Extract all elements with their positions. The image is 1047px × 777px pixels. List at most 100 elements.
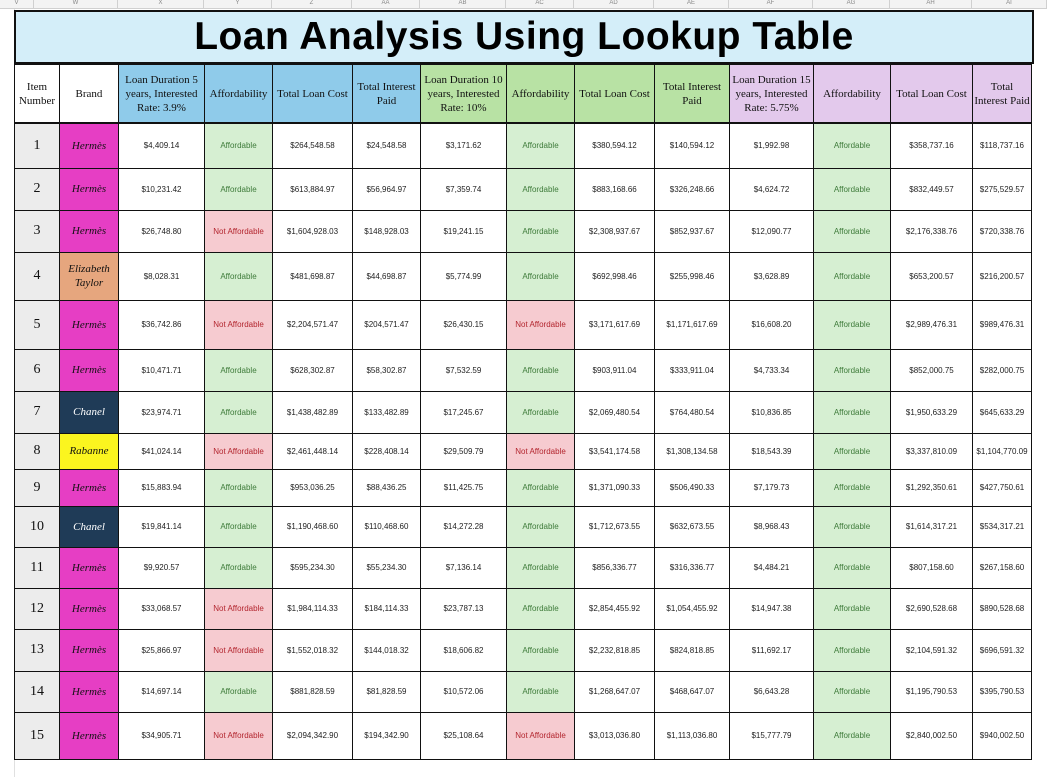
cell-monthly-payment-5yr[interactable]: $23,974.71 xyxy=(118,390,205,434)
cell-total-interest-15yr[interactable]: $275,529.57 xyxy=(972,167,1032,211)
cell-monthly-payment-15yr[interactable]: $4,733.34 xyxy=(729,348,814,392)
cell-brand[interactable]: Hermès xyxy=(59,587,119,630)
column-header-ac[interactable]: AC xyxy=(506,0,574,8)
cell-brand[interactable]: Hermès xyxy=(59,299,119,350)
cell-monthly-payment-10yr[interactable]: $5,774.99 xyxy=(420,251,507,301)
cell-total-interest-10yr[interactable]: $316,336.77 xyxy=(654,546,730,589)
cell-brand[interactable]: Hermès xyxy=(59,348,119,392)
cell-monthly-payment-10yr[interactable]: $10,572.06 xyxy=(420,670,507,713)
cell-affordability-5yr[interactable]: Affordable xyxy=(204,167,273,211)
cell-total-interest-15yr[interactable]: $696,591.32 xyxy=(972,628,1032,672)
cell-brand[interactable]: Hermès xyxy=(59,209,119,253)
header-total-cost-10yr[interactable]: Total Loan Cost xyxy=(574,64,655,124)
cell-total-interest-5yr[interactable]: $55,234.30 xyxy=(352,546,421,589)
cell-brand[interactable]: Hermès xyxy=(59,122,119,169)
cell-brand[interactable]: Rabanne xyxy=(59,432,119,470)
header-duration-10yr[interactable]: Loan Duration 10 years, Interested Rate:… xyxy=(420,64,507,124)
cell-item-number[interactable]: 10 xyxy=(14,505,60,548)
cell-affordability-10yr[interactable]: Not Affordable xyxy=(506,711,575,760)
cell-total-cost-15yr[interactable]: $852,000.75 xyxy=(890,348,973,392)
cell-item-number[interactable]: 1 xyxy=(14,122,60,169)
cell-total-interest-10yr[interactable]: $632,673.55 xyxy=(654,505,730,548)
cell-total-interest-5yr[interactable]: $24,548.58 xyxy=(352,122,421,169)
cell-total-cost-15yr[interactable]: $2,989,476.31 xyxy=(890,299,973,350)
cell-affordability-5yr[interactable]: Not Affordable xyxy=(204,299,273,350)
cell-monthly-payment-15yr[interactable]: $18,543.39 xyxy=(729,432,814,470)
cell-affordability-5yr[interactable]: Affordable xyxy=(204,390,273,434)
cell-monthly-payment-10yr[interactable]: $14,272.28 xyxy=(420,505,507,548)
cell-total-interest-15yr[interactable]: $216,200.57 xyxy=(972,251,1032,301)
cell-total-interest-15yr[interactable]: $940,002.50 xyxy=(972,711,1032,760)
cell-affordability-10yr[interactable]: Affordable xyxy=(506,587,575,630)
column-header-ae[interactable]: AE xyxy=(654,0,729,8)
cell-monthly-payment-5yr[interactable]: $10,471.71 xyxy=(118,348,205,392)
cell-monthly-payment-5yr[interactable]: $15,883.94 xyxy=(118,468,205,507)
cell-affordability-10yr[interactable]: Affordable xyxy=(506,251,575,301)
cell-total-interest-5yr[interactable]: $88,436.25 xyxy=(352,468,421,507)
cell-affordability-10yr[interactable]: Affordable xyxy=(506,468,575,507)
cell-monthly-payment-15yr[interactable]: $16,608.20 xyxy=(729,299,814,350)
cell-item-number[interactable]: 15 xyxy=(14,711,60,760)
column-header-z[interactable]: Z xyxy=(272,0,352,8)
cell-item-number[interactable]: 4 xyxy=(14,251,60,301)
cell-affordability-5yr[interactable]: Affordable xyxy=(204,505,273,548)
column-header-af[interactable]: AF xyxy=(729,0,813,8)
cell-affordability-10yr[interactable]: Affordable xyxy=(506,505,575,548)
cell-total-interest-10yr[interactable]: $506,490.33 xyxy=(654,468,730,507)
header-item-number[interactable]: Item Number xyxy=(14,64,60,124)
cell-total-cost-15yr[interactable]: $1,195,790.53 xyxy=(890,670,973,713)
cell-monthly-payment-10yr[interactable]: $7,359.74 xyxy=(420,167,507,211)
cell-monthly-payment-15yr[interactable]: $1,992.98 xyxy=(729,122,814,169)
cell-total-interest-15yr[interactable]: $282,000.75 xyxy=(972,348,1032,392)
cell-total-interest-15yr[interactable]: $427,750.61 xyxy=(972,468,1032,507)
cell-brand[interactable]: Hermès xyxy=(59,670,119,713)
cell-total-cost-15yr[interactable]: $1,950,633.29 xyxy=(890,390,973,434)
cell-total-cost-5yr[interactable]: $953,036.25 xyxy=(272,468,353,507)
header-affordability-10yr[interactable]: Affordability xyxy=(506,64,575,124)
cell-monthly-payment-15yr[interactable]: $4,624.72 xyxy=(729,167,814,211)
cell-brand[interactable]: Hermès xyxy=(59,167,119,211)
cell-item-number[interactable]: 8 xyxy=(14,432,60,470)
cell-total-cost-10yr[interactable]: $1,371,090.33 xyxy=(574,468,655,507)
header-total-cost-15yr[interactable]: Total Loan Cost xyxy=(890,64,973,124)
cell-total-cost-10yr[interactable]: $2,232,818.85 xyxy=(574,628,655,672)
cell-item-number[interactable]: 11 xyxy=(14,546,60,589)
cell-affordability-10yr[interactable]: Not Affordable xyxy=(506,299,575,350)
cell-total-cost-5yr[interactable]: $2,204,571.47 xyxy=(272,299,353,350)
cell-total-interest-5yr[interactable]: $148,928.03 xyxy=(352,209,421,253)
cell-monthly-payment-10yr[interactable]: $11,425.75 xyxy=(420,468,507,507)
cell-total-cost-10yr[interactable]: $2,854,455.92 xyxy=(574,587,655,630)
cell-affordability-15yr[interactable]: Affordable xyxy=(813,251,891,301)
cell-affordability-15yr[interactable]: Affordable xyxy=(813,468,891,507)
cell-total-cost-15yr[interactable]: $3,337,810.09 xyxy=(890,432,973,470)
cell-monthly-payment-15yr[interactable]: $3,628.89 xyxy=(729,251,814,301)
cell-affordability-15yr[interactable]: Affordable xyxy=(813,670,891,713)
cell-affordability-10yr[interactable]: Affordable xyxy=(506,209,575,253)
cell-monthly-payment-15yr[interactable]: $4,484.21 xyxy=(729,546,814,589)
cell-affordability-10yr[interactable]: Affordable xyxy=(506,167,575,211)
header-affordability-5yr[interactable]: Affordability xyxy=(204,64,273,124)
cell-affordability-5yr[interactable]: Not Affordable xyxy=(204,628,273,672)
cell-affordability-15yr[interactable]: Affordable xyxy=(813,167,891,211)
cell-total-interest-5yr[interactable]: $81,828.59 xyxy=(352,670,421,713)
cell-monthly-payment-10yr[interactable]: $19,241.15 xyxy=(420,209,507,253)
cell-monthly-payment-15yr[interactable]: $12,090.77 xyxy=(729,209,814,253)
cell-total-cost-10yr[interactable]: $1,712,673.55 xyxy=(574,505,655,548)
column-header-ai[interactable]: AI xyxy=(972,0,1047,8)
cell-total-interest-5yr[interactable]: $184,114.33 xyxy=(352,587,421,630)
cell-brand[interactable]: Hermès xyxy=(59,468,119,507)
column-header-x[interactable]: X xyxy=(118,0,204,8)
column-header-ah[interactable]: AH xyxy=(890,0,972,8)
cell-item-number[interactable]: 14 xyxy=(14,670,60,713)
column-header-y[interactable]: Y xyxy=(204,0,272,8)
column-header-w[interactable]: W xyxy=(34,0,118,8)
cell-total-cost-5yr[interactable]: $628,302.87 xyxy=(272,348,353,392)
cell-total-cost-10yr[interactable]: $3,171,617.69 xyxy=(574,299,655,350)
cell-monthly-payment-10yr[interactable]: $17,245.67 xyxy=(420,390,507,434)
cell-total-cost-10yr[interactable]: $3,013,036.80 xyxy=(574,711,655,760)
cell-total-cost-10yr[interactable]: $903,911.04 xyxy=(574,348,655,392)
cell-total-cost-15yr[interactable]: $2,690,528.68 xyxy=(890,587,973,630)
cell-total-cost-5yr[interactable]: $595,234.30 xyxy=(272,546,353,589)
header-total-interest-10yr[interactable]: Total Interest Paid xyxy=(654,64,730,124)
cell-monthly-payment-15yr[interactable]: $10,836.85 xyxy=(729,390,814,434)
